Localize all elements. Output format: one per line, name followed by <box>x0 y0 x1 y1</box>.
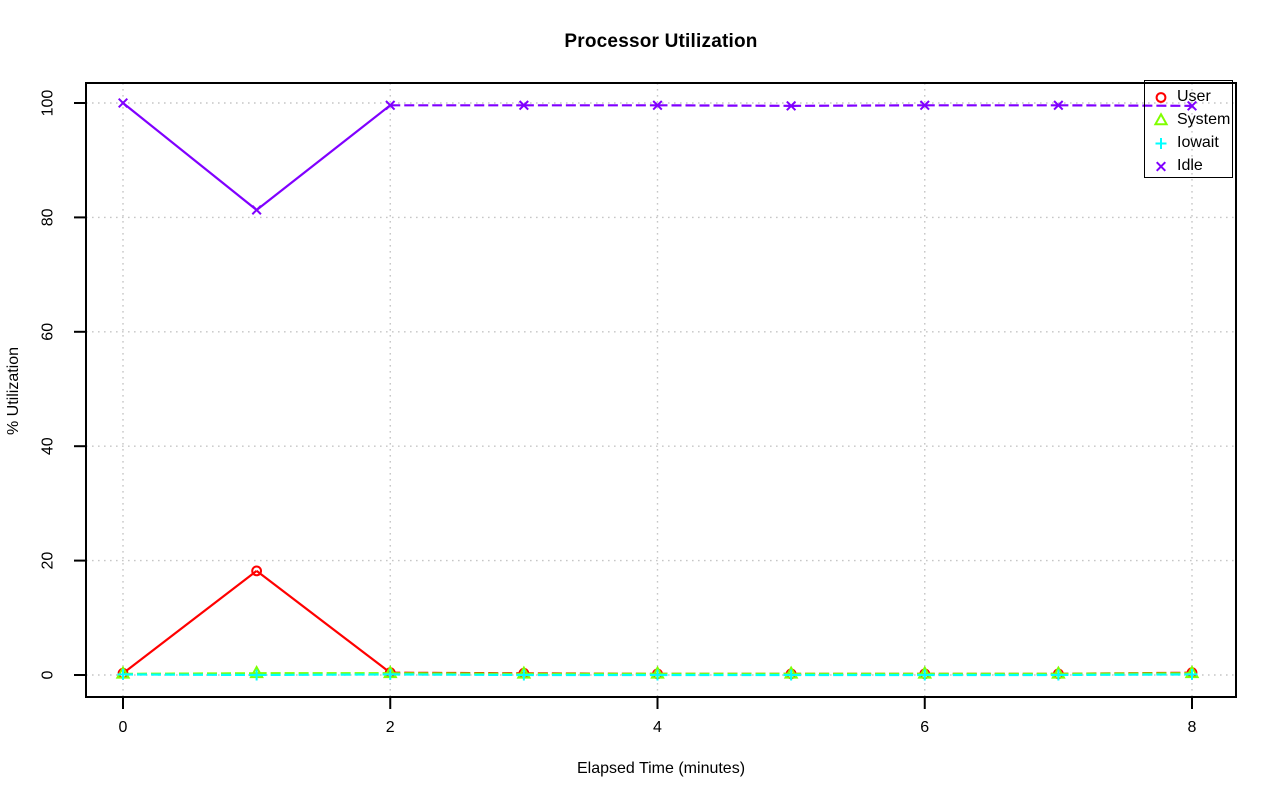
chart-title: Processor Utilization <box>564 31 758 52</box>
series-line <box>791 104 925 107</box>
x-marker-icon <box>786 100 797 111</box>
series-line <box>255 570 391 674</box>
series-line <box>256 673 391 677</box>
triangle-marker-icon <box>1153 111 1169 125</box>
y-tick-label: 80 <box>40 208 57 226</box>
x-marker-icon <box>652 100 663 111</box>
circle-marker-icon <box>1155 91 1167 103</box>
series-line <box>122 673 257 677</box>
x-tick-label: 2 <box>386 719 395 736</box>
circle-marker-icon <box>1155 91 1167 103</box>
legend-item-user: User <box>1152 85 1232 108</box>
y-tick-label: 100 <box>40 90 57 117</box>
y-axis-label: % Utilization <box>5 346 22 436</box>
legend-item-system: System <box>1152 108 1232 131</box>
x-marker-icon <box>1053 100 1064 111</box>
y-tick-label: 20 <box>40 552 57 570</box>
legend-label: Idle <box>1177 157 1203 174</box>
series-line <box>255 104 391 211</box>
series-line <box>390 673 524 677</box>
circle-marker-icon <box>251 565 263 577</box>
x-tick-label: 6 <box>920 719 929 736</box>
series-line <box>1058 672 1193 675</box>
triangle-marker-icon <box>1153 111 1169 125</box>
series-line <box>122 570 258 675</box>
x-marker-icon <box>117 97 129 109</box>
x-marker-icon <box>518 100 529 111</box>
series-idle <box>117 97 1198 215</box>
legend-label: User <box>1177 88 1211 105</box>
y-tick-label: 40 <box>40 437 57 455</box>
x-marker-icon <box>919 100 930 111</box>
legend-item-idle: Idle <box>1152 154 1232 177</box>
x-axis-label: Elapsed Time (minutes) <box>576 760 746 777</box>
series-line <box>122 102 258 211</box>
series-user <box>117 565 1198 680</box>
x-marker-icon <box>385 100 396 111</box>
legend-label: System <box>1177 111 1231 128</box>
x-marker-icon <box>1186 100 1198 111</box>
y-tick-label: 0 <box>40 670 57 679</box>
x-tick-label: 4 <box>653 719 662 736</box>
series-line <box>1058 673 1193 677</box>
x-marker-icon <box>251 204 262 215</box>
plot-border <box>85 82 1237 698</box>
series-line <box>657 104 792 107</box>
series-line <box>390 672 524 675</box>
y-tick-label: 60 <box>40 323 57 341</box>
plus-marker-icon <box>1155 137 1167 149</box>
legend-label: Iowait <box>1177 134 1219 151</box>
legend: User System Iowait Idle <box>1144 80 1233 178</box>
x-tick-label: 8 <box>1188 719 1197 736</box>
x-marker-icon <box>1155 160 1167 172</box>
x-tick-label: 0 <box>119 719 128 736</box>
legend-item-iowait: Iowait <box>1152 131 1232 154</box>
series-line <box>1058 104 1193 107</box>
series-iowait <box>117 668 1198 681</box>
x-marker-icon <box>1155 160 1167 172</box>
